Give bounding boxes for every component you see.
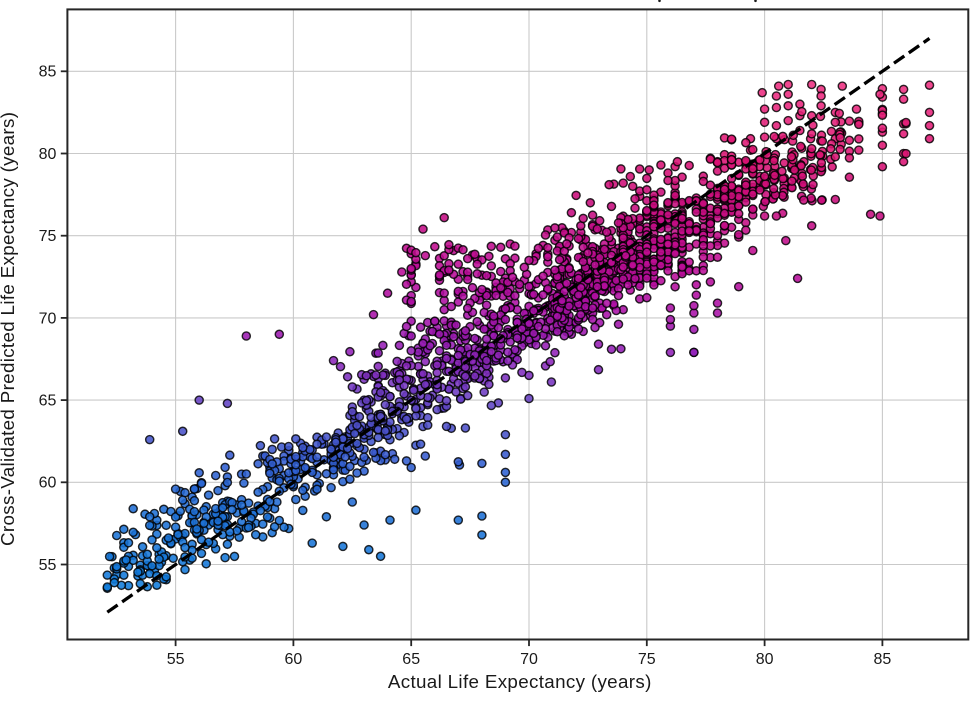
svg-text:80: 80 [39, 146, 57, 163]
svg-text:65: 65 [402, 651, 420, 668]
svg-text:80: 80 [756, 651, 774, 668]
svg-text:70: 70 [39, 310, 57, 327]
svg-text:75: 75 [39, 228, 57, 245]
svg-text:85: 85 [874, 651, 892, 668]
svg-text:70: 70 [520, 651, 538, 668]
svg-text:60: 60 [285, 651, 303, 668]
svg-text:60: 60 [39, 475, 57, 492]
svg-text:55: 55 [39, 557, 57, 574]
svg-text:55: 55 [167, 651, 185, 668]
svg-text:75: 75 [638, 651, 656, 668]
svg-text:85: 85 [39, 64, 57, 81]
svg-text:Actual Life Expectancy (years): Actual Life Expectancy (years) [388, 671, 652, 692]
svg-text:Cross-Validated Predicted Life: Cross-Validated Predicted Life Expectanc… [0, 112, 18, 546]
svg-text:65: 65 [39, 393, 57, 410]
